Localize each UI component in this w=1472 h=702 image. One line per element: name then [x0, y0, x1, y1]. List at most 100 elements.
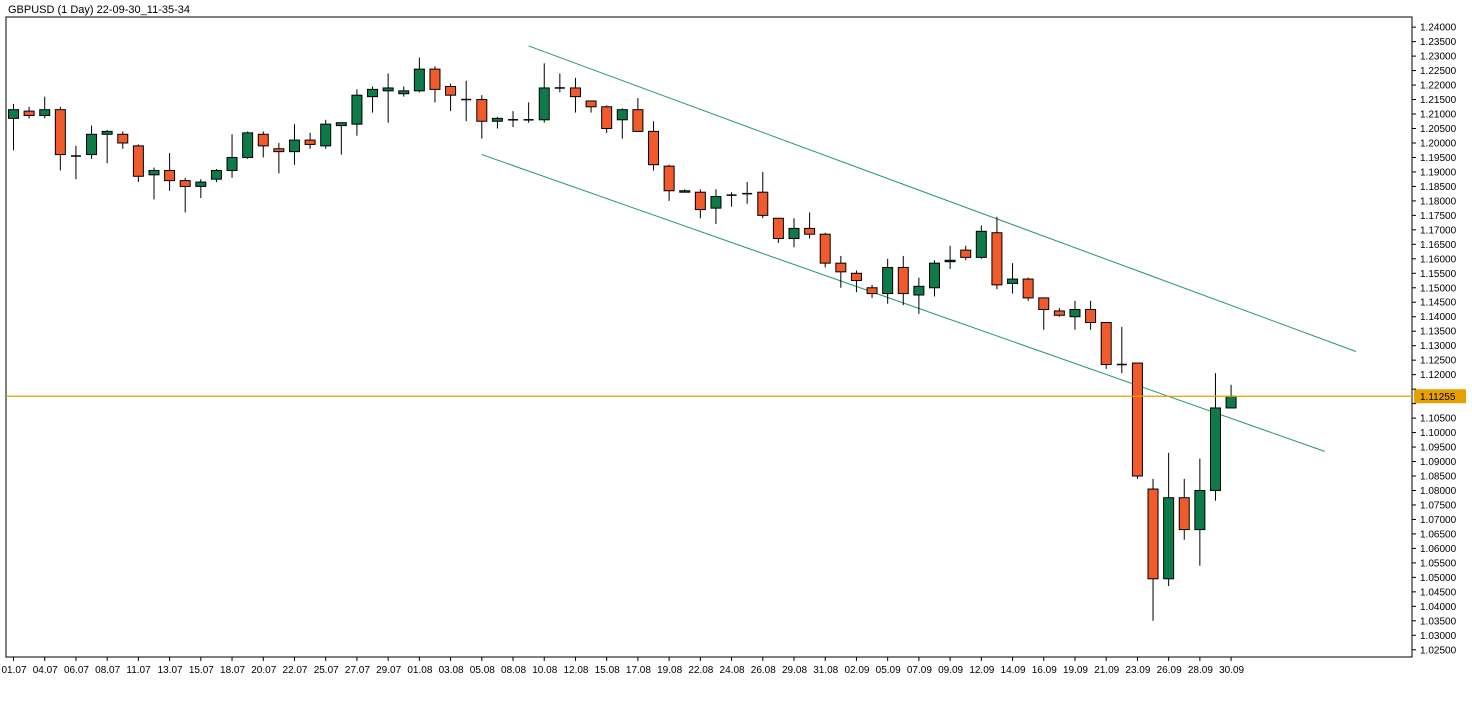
y-tick-label: 1.12500 [1420, 356, 1457, 367]
candle-body [335, 122, 347, 127]
candle-body [1007, 278, 1019, 284]
y-tick-label: 1.13500 [1420, 327, 1457, 338]
x-tick-label: 10.08 [532, 665, 557, 676]
candle-body [367, 88, 379, 98]
x-tick-label: 28.09 [1188, 665, 1213, 676]
candle-body [1100, 322, 1112, 366]
x-tick-label: 06.07 [64, 665, 89, 676]
candle-body [476, 99, 488, 122]
y-tick-label: 1.10000 [1420, 428, 1457, 439]
candle [148, 167, 160, 200]
candle [944, 245, 956, 269]
y-tick-label: 1.04500 [1420, 587, 1457, 598]
candle-body [1053, 310, 1065, 316]
candle [663, 164, 675, 201]
candle [1194, 458, 1206, 566]
candle [679, 189, 691, 193]
x-tick-label: 01.08 [407, 665, 432, 676]
candle-body [8, 109, 19, 119]
candle-body [788, 227, 800, 240]
candle [975, 225, 987, 259]
y-tick-label: 1.18500 [1420, 182, 1457, 193]
y-tick-label: 1.18000 [1420, 196, 1457, 207]
candle-body [210, 169, 222, 180]
chart-title: GBPUSD (1 Day) 22-09-30_11-35-34 [8, 4, 190, 16]
candle-body [1069, 308, 1081, 318]
candle-body [117, 133, 129, 144]
candle-body [1038, 297, 1050, 310]
x-tick-label: 26.08 [751, 665, 776, 676]
candle [835, 255, 847, 288]
y-tick-label: 1.17500 [1420, 211, 1457, 222]
candle [179, 177, 191, 213]
candle [1178, 478, 1190, 540]
candle-body [429, 68, 441, 90]
x-tick-label: 16.09 [1032, 665, 1057, 676]
candle [476, 95, 488, 139]
y-tick-label: 1.03500 [1420, 616, 1457, 627]
x-tick-label: 12.09 [969, 665, 994, 676]
x-tick-label: 09.09 [938, 665, 963, 676]
candle [1038, 297, 1050, 330]
candle [273, 142, 285, 174]
candle-body [86, 133, 98, 156]
candles [8, 57, 1237, 621]
candle-body [648, 130, 660, 166]
candle-body [757, 191, 769, 216]
x-tick-label: 31.08 [813, 665, 838, 676]
candle-body [944, 259, 956, 263]
y-tick-label: 1.06500 [1420, 529, 1457, 540]
x-tick-label: 05.09 [876, 665, 901, 676]
candle [694, 189, 706, 219]
candle [367, 86, 379, 113]
candle [882, 258, 894, 304]
candle-body [601, 106, 613, 129]
candle-body [257, 133, 269, 147]
candle [257, 131, 269, 158]
candle [554, 73, 565, 93]
candle-body [585, 100, 597, 108]
candle [23, 106, 35, 119]
candle [913, 277, 925, 314]
candle-body [1147, 488, 1159, 580]
candle-body [882, 266, 894, 295]
candle [398, 86, 410, 97]
x-tick-label: 02.09 [844, 665, 869, 676]
candle-body [913, 285, 925, 296]
candle [1163, 452, 1175, 587]
candle-body [179, 180, 191, 187]
candle-body [491, 117, 503, 122]
candle-body [1022, 278, 1034, 299]
candle [788, 218, 800, 248]
candle [382, 73, 394, 123]
candle [54, 106, 66, 171]
candle-body [897, 266, 909, 295]
candle-body [242, 132, 254, 158]
y-tick-label: 1.19000 [1420, 167, 1457, 178]
x-tick-label: 03.08 [439, 665, 464, 676]
candle-body [226, 156, 238, 171]
y-tick-label: 1.09000 [1420, 457, 1457, 468]
y-tick-label: 1.09500 [1420, 443, 1457, 454]
y-tick-label: 1.16000 [1420, 254, 1457, 265]
price-axis: 1.02500 1.03000 1.03500 1.04000 1.04500 1.050… [1412, 23, 1457, 656]
candle [101, 129, 113, 164]
candle-body [538, 87, 550, 121]
candle-body [413, 68, 425, 92]
candle [226, 134, 238, 178]
candle [742, 182, 753, 204]
x-tick-label: 22.07 [282, 665, 307, 676]
x-tick-label: 19.09 [1063, 665, 1088, 676]
y-tick-label: 1.21000 [1420, 110, 1457, 121]
candle-body [1131, 362, 1143, 477]
y-tick-label: 1.22500 [1420, 66, 1457, 77]
y-tick-label: 1.02500 [1420, 645, 1457, 656]
candle-body [1194, 489, 1206, 531]
candle-body [710, 196, 722, 209]
candle-body [148, 169, 160, 176]
candle [508, 111, 519, 128]
candle [1007, 263, 1019, 294]
candle-body [1085, 308, 1097, 324]
